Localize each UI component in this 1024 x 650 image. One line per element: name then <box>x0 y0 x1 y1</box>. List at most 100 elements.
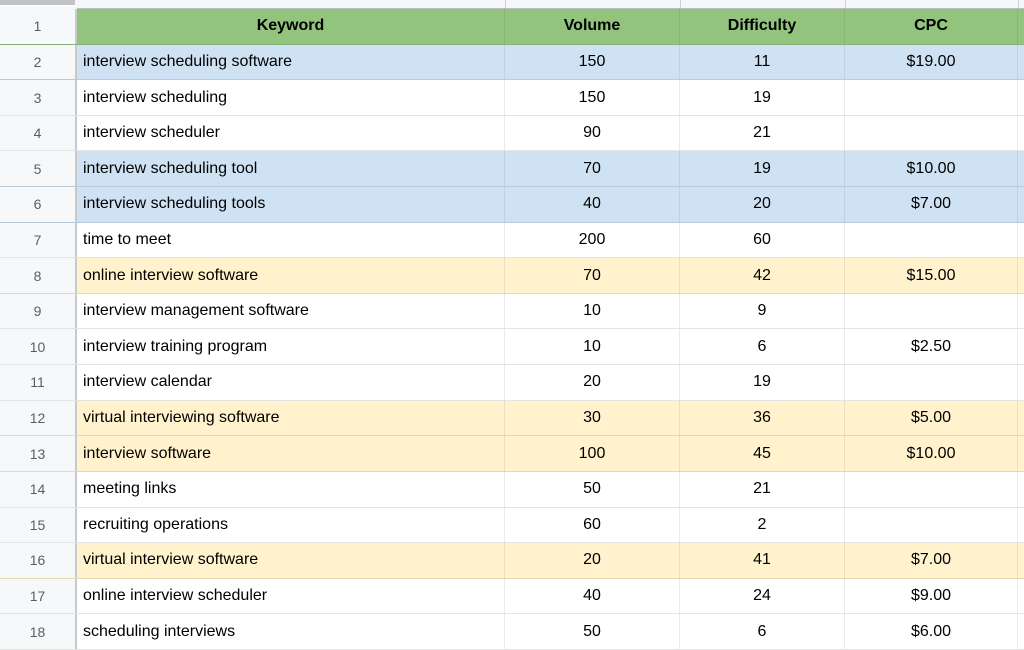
edge-cell[interactable] <box>1018 472 1024 507</box>
cell-cpc[interactable]: $5.00 <box>845 400 1018 436</box>
edge-cell[interactable] <box>1018 80 1024 115</box>
cell-difficulty[interactable]: 41 <box>680 543 845 578</box>
cell-difficulty[interactable]: 20 <box>680 187 845 222</box>
row-number[interactable]: 11 <box>0 365 77 400</box>
row-number[interactable]: 12 <box>0 400 77 436</box>
cell-volume[interactable]: 90 <box>505 115 680 151</box>
cell-volume[interactable]: 150 <box>505 80 680 115</box>
cell-volume[interactable]: 10 <box>505 293 680 329</box>
cell-difficulty[interactable]: 6 <box>680 614 845 649</box>
cell-cpc[interactable] <box>845 507 1018 543</box>
cell-keyword[interactable]: interview scheduling software <box>77 44 505 80</box>
row-number[interactable]: 3 <box>0 80 77 115</box>
cell-difficulty[interactable]: 19 <box>680 80 845 115</box>
cell-cpc[interactable]: $10.00 <box>845 436 1018 471</box>
cell-keyword[interactable]: time to meet <box>77 222 505 258</box>
cell-volume[interactable]: 100 <box>505 436 680 471</box>
cell-cpc[interactable] <box>845 222 1018 258</box>
edge-cell[interactable] <box>1018 614 1024 649</box>
row-number[interactable]: 16 <box>0 543 77 578</box>
cell-keyword[interactable]: interview scheduling <box>77 80 505 115</box>
cell-difficulty[interactable]: 2 <box>680 507 845 543</box>
cell-volume[interactable]: 30 <box>505 400 680 436</box>
cell-keyword[interactable]: recruiting operations <box>77 507 505 543</box>
cell-volume[interactable]: 40 <box>505 578 680 614</box>
cell-keyword[interactable]: meeting links <box>77 471 505 507</box>
cell-cpc[interactable]: $7.00 <box>845 187 1018 222</box>
row-number[interactable]: 13 <box>0 436 77 471</box>
row-number[interactable]: 4 <box>0 115 77 151</box>
edge-cell[interactable] <box>1018 187 1024 222</box>
edge-cell[interactable] <box>1018 436 1024 471</box>
cell-cpc[interactable] <box>845 471 1018 507</box>
edge-cell[interactable] <box>1018 543 1024 578</box>
cell-volume[interactable]: 70 <box>505 258 680 293</box>
edge-cell[interactable] <box>1018 329 1024 364</box>
edge-cell[interactable] <box>1018 258 1024 293</box>
cell-cpc[interactable]: $7.00 <box>845 543 1018 578</box>
edge-cell[interactable] <box>1018 294 1024 329</box>
cell-cpc[interactable] <box>845 365 1018 400</box>
row-number[interactable]: 15 <box>0 507 77 543</box>
cell-cpc[interactable]: $15.00 <box>845 258 1018 293</box>
cell-keyword[interactable]: scheduling interviews <box>77 614 505 649</box>
cell-keyword[interactable]: virtual interviewing software <box>77 400 505 436</box>
cell-difficulty[interactable]: 19 <box>680 151 845 187</box>
row-number[interactable]: 2 <box>0 44 77 80</box>
cell-keyword[interactable]: interview scheduling tool <box>77 151 505 187</box>
column-header-keyword[interactable]: Keyword <box>77 9 505 44</box>
cell-keyword[interactable]: interview scheduling tools <box>77 187 505 222</box>
edge-cell[interactable] <box>1018 151 1024 186</box>
cell-volume[interactable]: 50 <box>505 614 680 649</box>
edge-cell[interactable] <box>1018 508 1024 543</box>
row-number[interactable]: 17 <box>0 578 77 614</box>
edge-cell[interactable] <box>1018 365 1024 400</box>
cell-cpc[interactable]: $2.50 <box>845 329 1018 365</box>
cell-cpc[interactable]: $6.00 <box>845 614 1018 649</box>
cell-volume[interactable]: 150 <box>505 44 680 80</box>
cell-volume[interactable]: 60 <box>505 507 680 543</box>
cell-volume[interactable]: 10 <box>505 329 680 365</box>
cell-cpc[interactable]: $19.00 <box>845 44 1018 80</box>
cell-difficulty[interactable]: 60 <box>680 222 845 258</box>
cell-difficulty[interactable]: 36 <box>680 400 845 436</box>
cell-difficulty[interactable]: 21 <box>680 115 845 151</box>
column-header-volume[interactable]: Volume <box>505 9 680 44</box>
edge-cell[interactable] <box>1018 223 1024 258</box>
cell-difficulty[interactable]: 9 <box>680 293 845 329</box>
cell-difficulty[interactable]: 45 <box>680 436 845 471</box>
edge-cell[interactable] <box>1018 9 1024 44</box>
row-number[interactable]: 6 <box>0 187 77 222</box>
cell-keyword[interactable]: virtual interview software <box>77 543 505 578</box>
cell-volume[interactable]: 70 <box>505 151 680 187</box>
column-header-difficulty[interactable]: Difficulty <box>680 9 845 44</box>
cell-difficulty[interactable]: 42 <box>680 258 845 293</box>
cell-keyword[interactable]: interview scheduler <box>77 115 505 151</box>
edge-cell[interactable] <box>1018 116 1024 151</box>
edge-cell[interactable] <box>1018 45 1024 80</box>
cell-difficulty[interactable]: 19 <box>680 365 845 400</box>
cell-cpc[interactable]: $10.00 <box>845 151 1018 187</box>
cell-keyword[interactable]: interview calendar <box>77 365 505 400</box>
cell-cpc[interactable] <box>845 115 1018 151</box>
cell-cpc[interactable]: $9.00 <box>845 578 1018 614</box>
cell-cpc[interactable] <box>845 80 1018 115</box>
cell-volume[interactable]: 50 <box>505 471 680 507</box>
column-header-cpc[interactable]: CPC <box>845 9 1018 44</box>
cell-difficulty[interactable]: 11 <box>680 44 845 80</box>
cell-keyword[interactable]: online interview scheduler <box>77 578 505 614</box>
cell-volume[interactable]: 20 <box>505 365 680 400</box>
row-number[interactable]: 8 <box>0 258 77 293</box>
cell-difficulty[interactable]: 6 <box>680 329 845 365</box>
cell-keyword[interactable]: interview training program <box>77 329 505 365</box>
edge-cell[interactable] <box>1018 579 1024 614</box>
cell-keyword[interactable]: interview software <box>77 436 505 471</box>
row-number[interactable]: 18 <box>0 614 77 649</box>
cell-keyword[interactable]: online interview software <box>77 258 505 293</box>
row-number[interactable]: 5 <box>0 151 77 187</box>
row-number[interactable]: 9 <box>0 293 77 329</box>
edge-cell[interactable] <box>1018 401 1024 436</box>
cell-cpc[interactable] <box>845 293 1018 329</box>
row-number[interactable]: 7 <box>0 222 77 258</box>
row-number[interactable]: 10 <box>0 329 77 365</box>
